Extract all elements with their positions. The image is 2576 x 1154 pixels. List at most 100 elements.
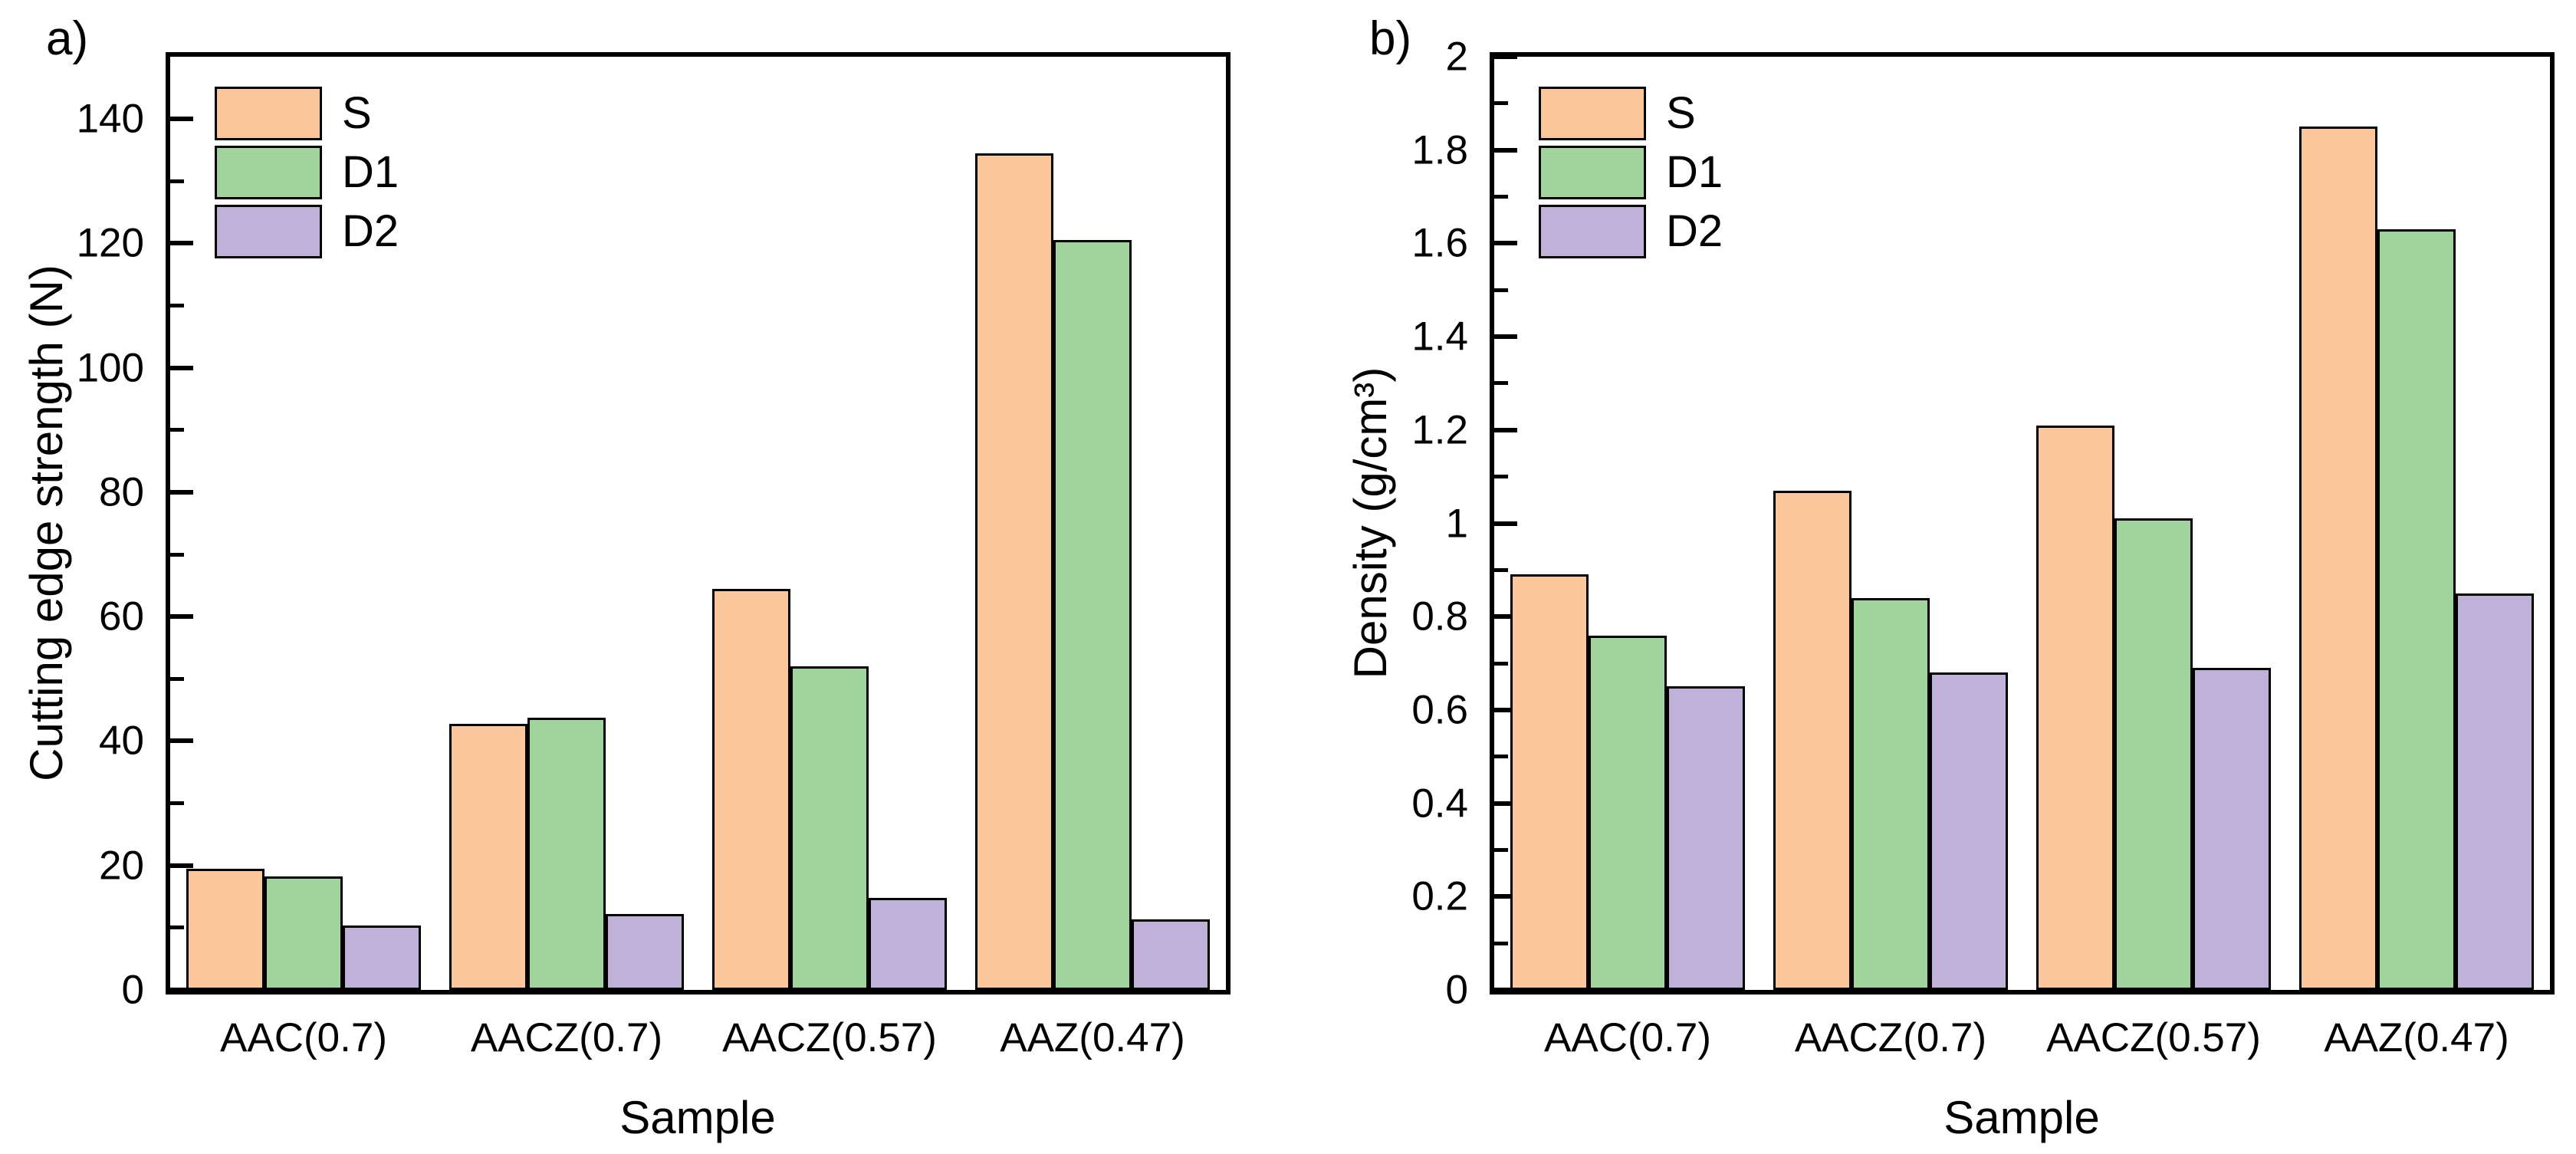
legend-label: D2 <box>342 206 399 256</box>
legend: S D1 D2 <box>1539 87 1723 258</box>
y-minor-tick <box>170 304 184 308</box>
y-tick-label: 1.4 <box>1411 314 1468 360</box>
bar-d1 <box>790 666 869 990</box>
bar-d2 <box>2193 668 2271 990</box>
bar-s <box>186 868 264 990</box>
bar-d2 <box>869 897 947 990</box>
y-tick-label: 40 <box>99 718 144 764</box>
y-tick-label: 0 <box>1445 967 1468 1013</box>
y-major-tick <box>170 614 193 620</box>
y-major-tick <box>1494 801 1517 806</box>
y-minor-tick <box>170 801 184 806</box>
bar-s <box>1773 490 1852 990</box>
y-minor-tick <box>1494 941 1508 945</box>
y-tick-label: 1.6 <box>1411 220 1468 266</box>
bar-s <box>2299 127 2377 990</box>
y-minor-tick <box>170 179 184 183</box>
legend-item: S <box>1539 87 1723 140</box>
bar-d1 <box>1589 635 1667 990</box>
bar-d2 <box>2456 593 2534 990</box>
y-minor-tick <box>1494 567 1508 572</box>
y-minor-tick <box>170 926 184 930</box>
x-category-label: AACZ(0.57) <box>722 1015 937 1060</box>
x-category-label: AAC(0.7) <box>1544 1015 1711 1060</box>
y-minor-tick <box>1494 381 1508 386</box>
panel-a-x-axis-title: Sample <box>619 1092 776 1143</box>
y-major-tick <box>1494 614 1517 620</box>
x-category-label: AAC(0.7) <box>220 1015 387 1060</box>
legend-swatch <box>1539 205 1646 258</box>
bar-s <box>2036 425 2114 990</box>
bar-d2 <box>1930 672 2008 990</box>
legend-item: D2 <box>215 205 399 258</box>
y-tick-label: 100 <box>76 345 144 391</box>
x-category-label: AACZ(0.57) <box>2046 1015 2261 1060</box>
y-major-tick <box>1494 988 1517 992</box>
legend-label: S <box>1666 88 1696 138</box>
y-minor-tick <box>1494 661 1508 666</box>
y-minor-tick <box>1494 475 1508 479</box>
legend-swatch <box>215 146 322 199</box>
y-minor-tick <box>1494 755 1508 759</box>
y-tick-label: 20 <box>99 843 144 889</box>
bar-d2 <box>1132 919 1210 990</box>
y-tick-label: 1 <box>1445 501 1468 546</box>
y-tick-label: 140 <box>76 96 144 142</box>
bar-d1 <box>1053 240 1132 990</box>
bar-d1 <box>1852 597 1930 990</box>
legend-item: D1 <box>1539 146 1723 199</box>
legend-label: D2 <box>1666 206 1723 256</box>
x-category-label: AAZ(0.47) <box>1000 1015 1185 1060</box>
y-tick-label: 80 <box>99 469 144 515</box>
y-tick-label: 0.6 <box>1411 687 1468 733</box>
y-major-tick <box>170 241 193 246</box>
bar-d2 <box>343 925 421 990</box>
panel-b-tag: b) <box>1369 12 1412 65</box>
legend-swatch <box>1539 87 1646 140</box>
bar-s <box>712 588 790 990</box>
legend: S D1 D2 <box>215 87 399 258</box>
panel-b-x-axis-title: Sample <box>1944 1092 2100 1143</box>
y-major-tick <box>1494 894 1517 899</box>
bar-s <box>449 723 527 990</box>
x-category-label: AACZ(0.7) <box>470 1015 663 1060</box>
y-major-tick <box>1494 427 1517 432</box>
y-tick-label: 120 <box>76 220 144 266</box>
bar-d1 <box>2377 229 2456 990</box>
y-major-tick <box>170 738 193 744</box>
y-major-tick <box>170 117 193 122</box>
legend-label: D1 <box>1666 147 1723 197</box>
x-category-label: AAZ(0.47) <box>2324 1015 2509 1060</box>
bar-d2 <box>1667 686 1745 990</box>
y-major-tick <box>1494 147 1517 153</box>
y-major-tick <box>170 489 193 495</box>
panel-a-tag: a) <box>46 12 89 65</box>
y-minor-tick <box>170 676 184 681</box>
y-tick-label: 1.2 <box>1411 407 1468 453</box>
x-category-label: AACZ(0.7) <box>1794 1015 1987 1060</box>
y-tick-label: 1.8 <box>1411 127 1468 173</box>
legend-item: S <box>215 87 399 140</box>
y-minor-tick <box>1494 101 1508 106</box>
bar-d1 <box>527 717 606 990</box>
y-tick-label: 0 <box>121 967 144 1013</box>
y-major-tick <box>1494 521 1517 526</box>
legend-label: D1 <box>342 147 399 197</box>
legend-swatch <box>215 87 322 140</box>
panel-a-y-axis-title: Cutting edge strength (N) <box>21 265 72 781</box>
y-major-tick <box>170 863 193 868</box>
y-major-tick <box>1494 707 1517 712</box>
y-minor-tick <box>1494 195 1508 199</box>
legend-item: D1 <box>215 146 399 199</box>
bar-s <box>1510 574 1589 990</box>
bar-d2 <box>606 914 684 990</box>
y-major-tick <box>170 988 193 992</box>
y-major-tick <box>1494 54 1517 59</box>
y-major-tick <box>1494 241 1517 246</box>
y-tick-label: 0.8 <box>1411 593 1468 639</box>
bar-d1 <box>2114 518 2193 990</box>
y-tick-label: 0.4 <box>1411 781 1468 827</box>
legend-swatch <box>1539 146 1646 199</box>
bar-s <box>975 153 1053 990</box>
